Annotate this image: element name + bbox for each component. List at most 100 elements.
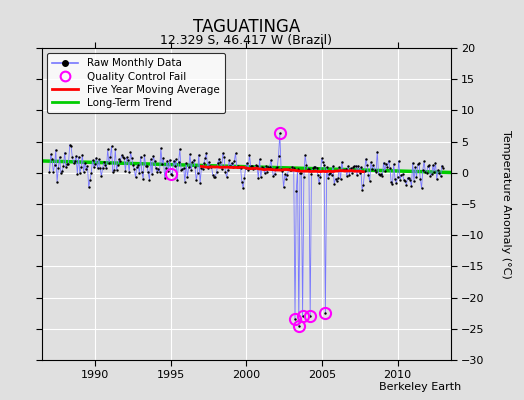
Point xyxy=(305,166,313,172)
Point xyxy=(106,154,114,160)
Point xyxy=(145,176,154,183)
Point xyxy=(108,169,117,175)
Point xyxy=(340,166,348,173)
Point xyxy=(160,174,169,181)
Point xyxy=(123,154,131,161)
Point xyxy=(151,165,160,171)
Point xyxy=(389,161,398,167)
Point xyxy=(310,164,318,170)
Point xyxy=(394,174,402,180)
Text: Berkeley Earth: Berkeley Earth xyxy=(379,382,461,392)
Point xyxy=(166,156,174,163)
Point xyxy=(48,156,56,162)
Point xyxy=(367,159,375,166)
Point xyxy=(307,170,315,177)
Point xyxy=(318,155,326,162)
Point xyxy=(311,163,320,170)
Point xyxy=(297,170,305,177)
Point xyxy=(303,165,312,172)
Point xyxy=(410,178,418,184)
Point xyxy=(420,158,428,165)
Point xyxy=(331,176,340,182)
Point xyxy=(159,155,168,161)
Point xyxy=(89,157,97,163)
Point xyxy=(359,182,367,188)
Point xyxy=(223,174,231,180)
Point xyxy=(413,161,422,168)
Point xyxy=(426,173,434,179)
Point xyxy=(105,160,113,166)
Point xyxy=(281,171,289,177)
Point xyxy=(348,169,356,176)
Point xyxy=(285,166,293,172)
Point xyxy=(127,155,136,161)
Point xyxy=(60,149,69,156)
Point xyxy=(402,182,411,188)
Point xyxy=(415,160,423,167)
Point xyxy=(101,162,110,168)
Point xyxy=(91,161,99,168)
Point xyxy=(337,159,346,165)
Point xyxy=(77,164,85,170)
Point xyxy=(95,156,103,162)
Point xyxy=(167,171,175,177)
Point xyxy=(264,164,272,170)
Point xyxy=(342,166,350,172)
Point xyxy=(192,177,201,183)
Point xyxy=(157,145,165,151)
Point xyxy=(50,162,59,168)
Point xyxy=(383,163,391,170)
Point xyxy=(396,177,404,183)
Point xyxy=(81,160,89,166)
Point xyxy=(263,169,271,175)
Point xyxy=(73,170,82,177)
Point xyxy=(376,172,384,178)
Point xyxy=(397,172,406,178)
Point xyxy=(219,150,227,156)
Point xyxy=(178,166,187,173)
Point xyxy=(250,165,259,171)
Point xyxy=(183,174,192,180)
Point xyxy=(290,165,298,171)
Point xyxy=(368,166,376,172)
Point xyxy=(279,184,288,191)
Point xyxy=(150,158,159,164)
Point xyxy=(186,151,194,158)
Point xyxy=(302,162,311,168)
Point xyxy=(92,154,101,161)
Point xyxy=(144,169,152,176)
Point xyxy=(82,166,90,172)
Point xyxy=(328,172,336,178)
Point xyxy=(294,322,303,329)
Point xyxy=(438,162,446,169)
Point xyxy=(431,160,440,166)
Point xyxy=(252,162,260,168)
Point xyxy=(59,163,68,169)
Point xyxy=(350,163,358,169)
Point xyxy=(349,164,357,170)
Point xyxy=(398,171,407,177)
Point xyxy=(66,142,74,148)
Point xyxy=(149,153,157,159)
Point xyxy=(320,162,329,168)
Point xyxy=(379,160,388,166)
Point xyxy=(395,158,403,164)
Point xyxy=(93,165,102,172)
Point xyxy=(354,162,363,169)
Point xyxy=(84,184,93,190)
Point xyxy=(243,160,251,166)
Point xyxy=(287,167,296,173)
Point xyxy=(249,166,257,172)
Point xyxy=(188,159,196,165)
Point xyxy=(292,187,300,194)
Point xyxy=(419,166,427,173)
Point xyxy=(286,167,294,173)
Point xyxy=(138,169,146,175)
Point xyxy=(171,163,179,169)
Point xyxy=(235,164,244,170)
Point xyxy=(45,168,53,175)
Point xyxy=(244,167,253,173)
Point xyxy=(434,166,442,173)
Point xyxy=(412,174,421,180)
Point xyxy=(429,162,437,168)
